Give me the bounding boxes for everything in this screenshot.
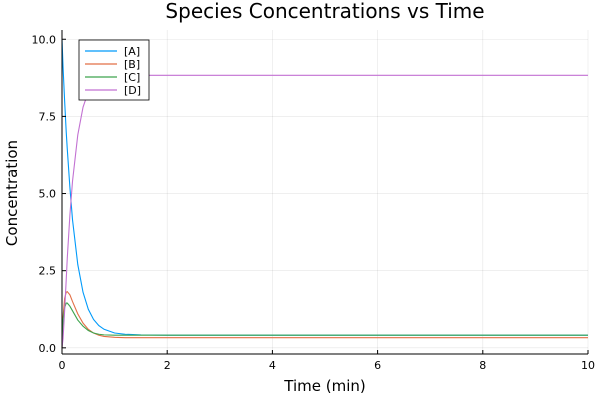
y-tick-label: 0.0 bbox=[39, 342, 57, 355]
grid bbox=[61, 30, 589, 354]
y-tick-label: 5.0 bbox=[39, 188, 57, 201]
x-tick-label: 0 bbox=[59, 359, 66, 372]
x-axis-title: Time (min) bbox=[283, 377, 365, 395]
series-line-2 bbox=[61, 302, 588, 348]
y-tick-label: 10.0 bbox=[32, 33, 57, 46]
x-tick-label: 6 bbox=[374, 359, 381, 372]
legend-label: [C] bbox=[124, 71, 140, 84]
x-tick-label: 4 bbox=[269, 359, 276, 372]
tick-labels: 0 2 4 6 8 10 0.0 2.5 5.0 7.5 10.0 bbox=[32, 33, 596, 372]
legend: [A][B][C][D] bbox=[78, 39, 150, 101]
y-axis-title: Concentration bbox=[3, 140, 21, 246]
y-tick-label: 2.5 bbox=[39, 265, 57, 278]
x-tick-label: 10 bbox=[581, 359, 595, 372]
series-line-1 bbox=[61, 290, 588, 348]
legend-label: [B] bbox=[124, 58, 140, 71]
x-tick-label: 8 bbox=[479, 359, 486, 372]
y-tick-label: 7.5 bbox=[39, 110, 57, 123]
legend-label: [D] bbox=[124, 84, 141, 97]
legend-label: [A] bbox=[124, 45, 140, 58]
series-layer bbox=[61, 39, 588, 348]
x-tick-label: 2 bbox=[164, 359, 171, 372]
axes bbox=[61, 30, 589, 355]
chart-title: Species Concentrations vs Time bbox=[165, 0, 484, 23]
